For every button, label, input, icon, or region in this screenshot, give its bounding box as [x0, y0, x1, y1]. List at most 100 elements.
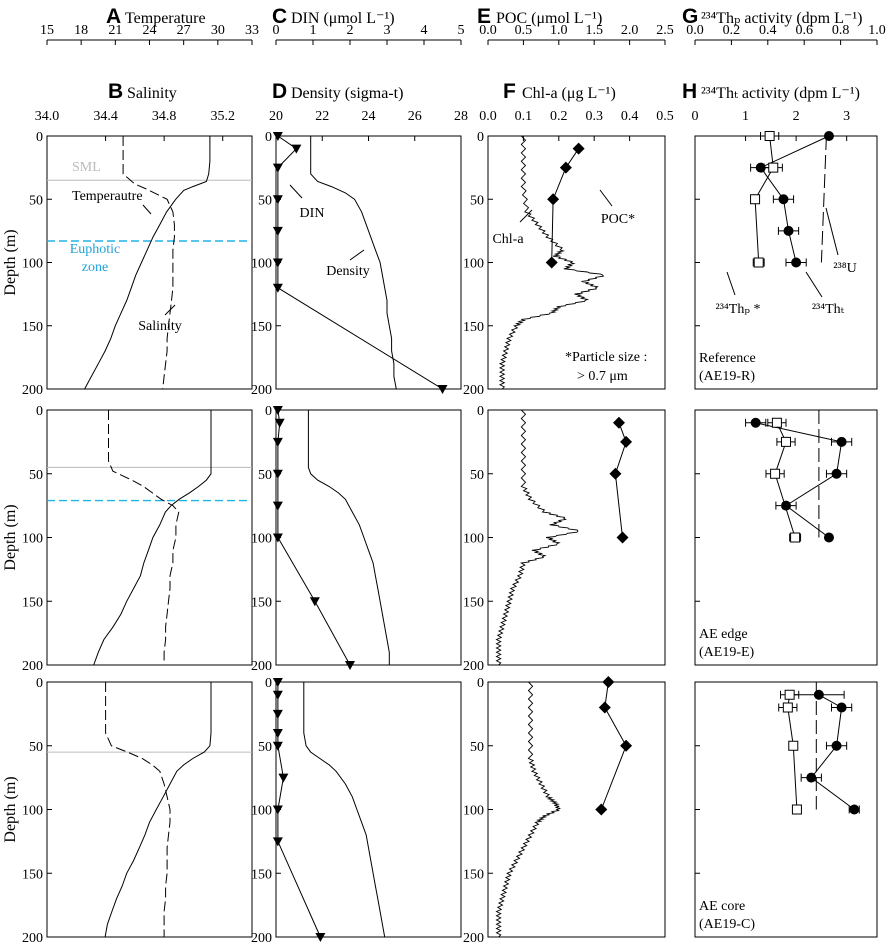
din-point — [272, 678, 283, 687]
poc-profile — [600, 681, 627, 810]
second-axis-tick-label: 34.0 — [35, 109, 60, 124]
panel-frame-1-0 — [46, 409, 253, 666]
depth-tick-label: 0 — [477, 130, 484, 145]
tht-point — [836, 702, 847, 713]
top-tick-label: 2 — [347, 23, 354, 38]
poc-arrow — [599, 189, 613, 207]
top-tick-label: 3 — [384, 23, 391, 38]
second-axis-tick-label: 22 — [315, 109, 329, 124]
tht-point — [750, 417, 761, 428]
depth-tick-label: 50 — [258, 193, 272, 208]
station-label: Reference — [699, 351, 756, 366]
thp-point — [768, 162, 779, 173]
din-point — [272, 690, 283, 700]
panel-letter-A: A — [106, 5, 121, 28]
top-tick-label: 0 — [273, 23, 280, 38]
thp-point — [781, 436, 791, 447]
depth-tick-label: 150 — [463, 320, 484, 335]
din-profile — [277, 682, 321, 938]
thp-point — [782, 702, 793, 713]
panel-letter-H: H — [682, 80, 697, 103]
depth-tick-label: 50 — [258, 468, 272, 483]
top-tick-label: 0.4 — [759, 23, 777, 38]
din-point — [272, 837, 283, 847]
second-axis-tick-label: 0.1 — [515, 109, 533, 124]
din-point — [272, 283, 283, 293]
panel-frame-2-0 — [46, 681, 253, 938]
tht-point — [831, 468, 842, 479]
y-axis-label: Depth (m) — [2, 776, 19, 842]
tht-point — [755, 162, 766, 173]
tht-profile — [759, 135, 830, 263]
station-label-2: (AE19-C) — [699, 917, 755, 932]
second-axis-tick-label: 1 — [742, 109, 749, 124]
second-axis-tick-label: 24 — [362, 109, 376, 124]
depth-tick-label: 0 — [265, 130, 272, 145]
thp-point — [770, 468, 781, 479]
y-axis-label: Depth (m) — [2, 229, 19, 295]
tht-point — [836, 436, 847, 447]
top-tick-label: 0.8 — [832, 23, 850, 38]
depth-tick-label: 0 — [477, 404, 484, 419]
depth-tick-label: 0 — [265, 676, 272, 691]
tht-label: ²³⁴Thₜ — [812, 302, 845, 317]
depth-tick-label: 150 — [251, 867, 272, 882]
poc-profile — [614, 422, 627, 538]
second-axis-tick-label: 0.0 — [479, 109, 497, 124]
panel-title-H: ²³⁴Thₜ activity (dpm L⁻¹) — [701, 85, 860, 102]
din-point — [315, 933, 326, 942]
din-point — [272, 406, 283, 415]
thp-arrow — [726, 271, 736, 296]
top-tick-label: 5 — [458, 23, 465, 38]
din-point — [272, 226, 283, 236]
top-tick-label: 15 — [40, 23, 54, 38]
top-tick-label: 4 — [421, 23, 428, 38]
depth-tick-label: 150 — [463, 595, 484, 610]
poc-point — [559, 161, 572, 174]
top-tick-label: 0.5 — [515, 23, 533, 38]
tht-point — [813, 689, 824, 700]
depth-tick-label: 150 — [22, 867, 43, 882]
depth-tick-label: 200 — [22, 659, 43, 674]
depth-tick-label: 100 — [251, 532, 272, 547]
u238-line — [820, 135, 827, 263]
din-point — [272, 729, 283, 738]
density-arrow — [349, 249, 365, 261]
depth-tick-label: 100 — [463, 532, 484, 547]
depth-tick-label: 200 — [463, 383, 484, 398]
temperature-profile — [104, 682, 212, 938]
thp-point — [791, 804, 802, 815]
second-axis-tick-label: 26 — [408, 109, 422, 124]
depth-tick-label: 200 — [22, 383, 43, 398]
panel-title-E: POC (μmol L⁻¹) — [496, 10, 602, 27]
euphotic-label-2: zone — [82, 260, 108, 275]
top-tick-label: 0.2 — [723, 23, 741, 38]
tht-point — [849, 804, 860, 815]
top-tick-label: 21 — [108, 23, 122, 38]
din-point — [272, 437, 283, 447]
panel-letter-G: G — [682, 5, 698, 28]
poc-point — [612, 416, 625, 429]
depth-tick-label: 150 — [22, 595, 43, 610]
depth-tick-label: 200 — [22, 931, 43, 942]
thp-point — [750, 194, 761, 205]
depth-tick-label: 100 — [251, 257, 272, 272]
poc-point — [620, 435, 633, 448]
din-profile — [277, 409, 351, 666]
top-tick-label: 1.5 — [585, 23, 603, 38]
u238-arrow — [825, 207, 839, 256]
din-point — [437, 385, 448, 394]
second-axis-tick-label: 34.8 — [152, 109, 177, 124]
second-axis-tick-label: 0.4 — [621, 109, 639, 124]
din-point — [272, 163, 283, 173]
panel-frame-2-2 — [487, 681, 666, 938]
panel-title-B: Salinity — [127, 85, 177, 102]
din-point — [272, 709, 283, 719]
chla-label: Chl-a — [492, 232, 524, 247]
temperature-profile — [84, 136, 211, 390]
panel-letter-B: B — [108, 80, 123, 103]
density-profile — [307, 410, 390, 665]
depth-tick-label: 50 — [29, 740, 43, 755]
tht-point — [791, 257, 802, 268]
euphotic-label: Euphotic — [70, 242, 121, 257]
